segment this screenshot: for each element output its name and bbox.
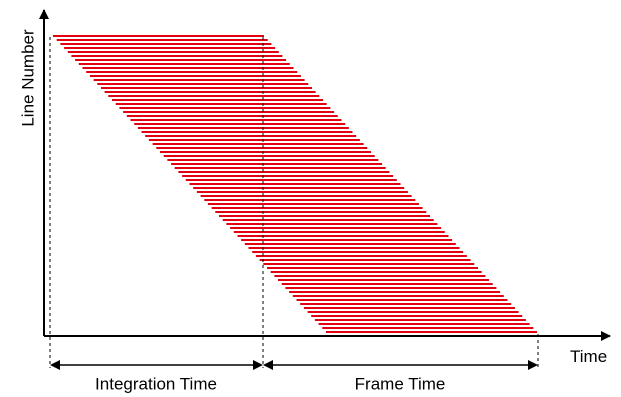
exposure-lines xyxy=(53,35,537,333)
frame-time-label: Frame Time xyxy=(354,374,446,394)
frame-arrowhead-right xyxy=(528,360,538,370)
integration-arrowhead-right xyxy=(253,360,263,370)
x-axis-label: Time xyxy=(570,347,608,366)
y-axis-label: Line Number xyxy=(18,29,38,127)
integration-time-label: Integration Time xyxy=(95,374,217,394)
frame-arrowhead-left xyxy=(263,360,273,370)
integration-arrowhead-left xyxy=(50,360,60,370)
